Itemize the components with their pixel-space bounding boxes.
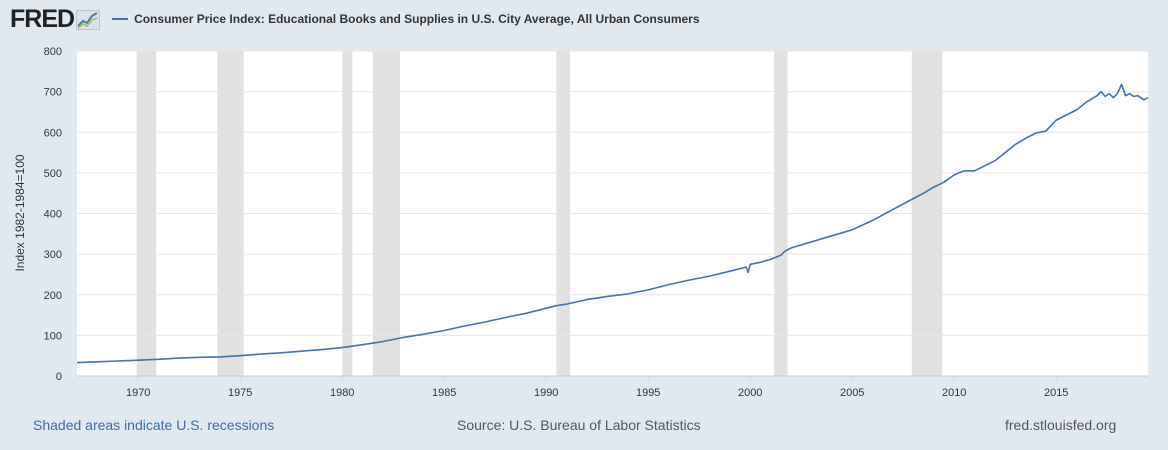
x-tick-label-1970: 1970 xyxy=(126,387,150,399)
x-axis-ticks: 1970 1975 1980 1985 1990 1995 2000 2005 2010 2015 xyxy=(126,376,1068,399)
line-chart-icon xyxy=(76,10,101,30)
y-tick-label-100: 100 xyxy=(44,330,62,342)
series-title[interactable]: Consumer Price Index: Educational Books … xyxy=(134,12,700,26)
fred-logo[interactable]: FRED xyxy=(10,4,75,33)
y-axis-ticks: 0 100 200 300 400 500 600 700 800 xyxy=(44,46,62,383)
x-tick-label-2015: 2015 xyxy=(1044,387,1068,399)
y-tick-label-300: 300 xyxy=(44,249,62,261)
x-tick-label-1985: 1985 xyxy=(432,387,456,399)
x-tick-label-1995: 1995 xyxy=(636,387,660,399)
y-tick-label-600: 600 xyxy=(44,127,62,139)
grid-lines xyxy=(77,50,1148,377)
site-link[interactable]: fred.stlouisfed.org xyxy=(1005,417,1117,433)
y-tick-label-0: 0 xyxy=(56,371,62,383)
y-tick-label-800: 800 xyxy=(44,46,62,58)
y-tick-label-700: 700 xyxy=(44,87,62,99)
x-tick-label-2005: 2005 xyxy=(840,387,864,399)
legend-swatch xyxy=(112,18,129,20)
y-axis-label: Index 1982-1984=100 xyxy=(13,154,27,271)
y-tick-label-200: 200 xyxy=(44,290,62,302)
source-text: Source: U.S. Bureau of Labor Statistics xyxy=(457,417,701,433)
x-tick-label-1980: 1980 xyxy=(330,387,354,399)
x-tick-label-1990: 1990 xyxy=(534,387,558,399)
y-tick-label-400: 400 xyxy=(44,209,62,221)
x-tick-label-2000: 2000 xyxy=(738,387,762,399)
x-tick-label-2010: 2010 xyxy=(942,387,966,399)
x-tick-label-1975: 1975 xyxy=(228,387,252,399)
recession-note-link[interactable]: Shaded areas indicate U.S. recessions xyxy=(33,417,275,433)
series-group xyxy=(76,83,1149,364)
chart-header: FRED Consumer Price Index: Educational B… xyxy=(10,4,700,33)
legend: Consumer Price Index: Educational Books … xyxy=(112,12,700,26)
series-line-0[interactable] xyxy=(76,83,1149,364)
y-tick-label-500: 500 xyxy=(44,168,62,180)
